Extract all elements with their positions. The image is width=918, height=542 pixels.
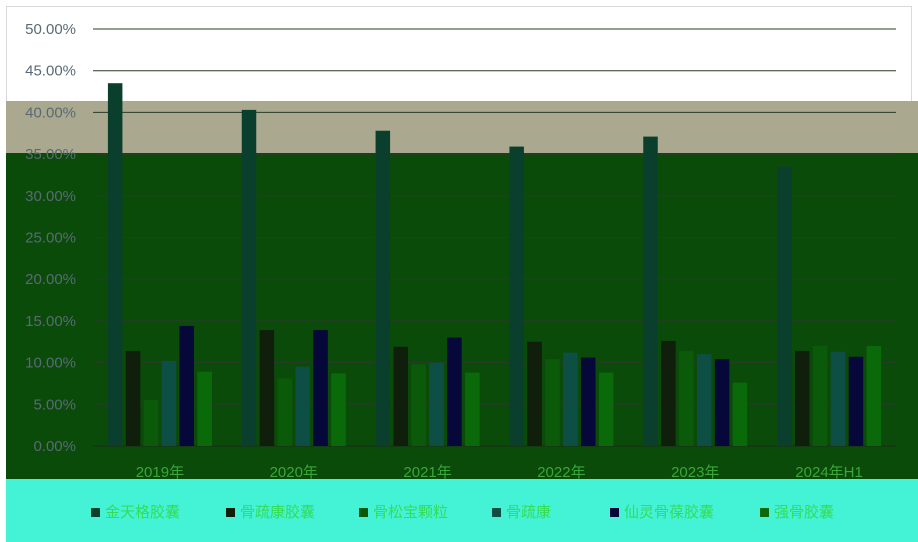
legend-swatch bbox=[359, 508, 368, 517]
bar bbox=[812, 345, 828, 446]
y-tick-label: 40.00% bbox=[25, 104, 76, 121]
x-axis-category-labels: 2019年 2020年 2021年 2022年 2023年 2024年H1 bbox=[136, 464, 863, 481]
y-tick-label: 20.00% bbox=[25, 271, 76, 288]
bar bbox=[107, 83, 123, 447]
x-category-label: 2021年 bbox=[403, 464, 451, 481]
bar bbox=[643, 136, 658, 446]
bar bbox=[830, 351, 846, 446]
legend-label: 强骨胶囊 bbox=[774, 504, 834, 521]
legend: 金天格胶囊 骨疏康胶囊 骨松宝颗粒 骨疏康 仙灵骨葆胶囊 强骨胶囊 bbox=[91, 504, 834, 521]
bar bbox=[429, 362, 444, 446]
bar bbox=[563, 352, 578, 446]
bar bbox=[241, 109, 257, 446]
bar bbox=[527, 341, 542, 446]
y-tick-label: 30.00% bbox=[25, 188, 76, 205]
y-tick-label: 15.00% bbox=[25, 313, 76, 330]
x-category-label: 2022年 bbox=[537, 464, 585, 481]
y-tick-label: 25.00% bbox=[25, 230, 76, 247]
bar bbox=[143, 400, 159, 446]
bar bbox=[598, 372, 614, 446]
y-tick-label: 5.00% bbox=[33, 396, 76, 413]
legend-label: 骨松宝颗粒 bbox=[373, 504, 448, 521]
bar bbox=[581, 357, 596, 446]
x-category-label: 2020年 bbox=[270, 464, 318, 481]
bar bbox=[179, 325, 195, 446]
bar bbox=[696, 354, 712, 446]
x-category-label: 2024年H1 bbox=[795, 464, 863, 481]
bar bbox=[848, 356, 864, 446]
overlay-band-khaki bbox=[6, 101, 918, 153]
y-tick-label: 45.00% bbox=[25, 63, 76, 80]
bar bbox=[714, 359, 730, 446]
bar bbox=[259, 330, 275, 446]
bar bbox=[777, 166, 792, 447]
x-category-label: 2019年 bbox=[136, 464, 184, 481]
bar bbox=[161, 360, 177, 446]
bar bbox=[794, 350, 810, 446]
bar bbox=[509, 146, 524, 446]
legend-swatch bbox=[760, 508, 769, 517]
y-tick-label: 0.00% bbox=[33, 438, 76, 455]
bar bbox=[661, 340, 676, 446]
legend-swatch bbox=[492, 508, 501, 517]
bar bbox=[313, 330, 328, 446]
gridlines bbox=[93, 28, 896, 447]
bar bbox=[393, 346, 408, 446]
y-tick-label: 35.00% bbox=[25, 146, 76, 163]
bar bbox=[545, 359, 560, 446]
y-axis-tick-labels: 0.00% 5.00% 10.00% 15.00% 20.00% 25.00% 30.00%… bbox=[25, 21, 76, 455]
bar bbox=[331, 373, 346, 446]
bar bbox=[375, 130, 391, 447]
legend-label: 金天格胶囊 bbox=[105, 504, 180, 521]
bar bbox=[197, 371, 212, 446]
legend-swatch bbox=[610, 508, 619, 517]
bar bbox=[447, 337, 462, 446]
legend-label: 骨疏康 bbox=[506, 504, 551, 521]
bar bbox=[679, 350, 694, 446]
legend-swatch bbox=[91, 508, 100, 517]
y-tick-label: 50.00% bbox=[25, 21, 76, 38]
legend-swatch bbox=[226, 508, 235, 517]
bar bbox=[465, 372, 480, 446]
bar bbox=[295, 366, 310, 446]
bar bbox=[732, 382, 748, 446]
bar bbox=[866, 345, 882, 446]
bar bbox=[277, 378, 293, 446]
x-category-label: 2023年 bbox=[671, 464, 719, 481]
bars bbox=[107, 83, 882, 447]
legend-label: 仙灵骨葆胶囊 bbox=[624, 504, 714, 521]
y-tick-label: 10.00% bbox=[25, 355, 76, 372]
bar bbox=[125, 350, 141, 446]
legend-label: 骨疏康胶囊 bbox=[240, 504, 315, 521]
bar bbox=[411, 364, 426, 446]
